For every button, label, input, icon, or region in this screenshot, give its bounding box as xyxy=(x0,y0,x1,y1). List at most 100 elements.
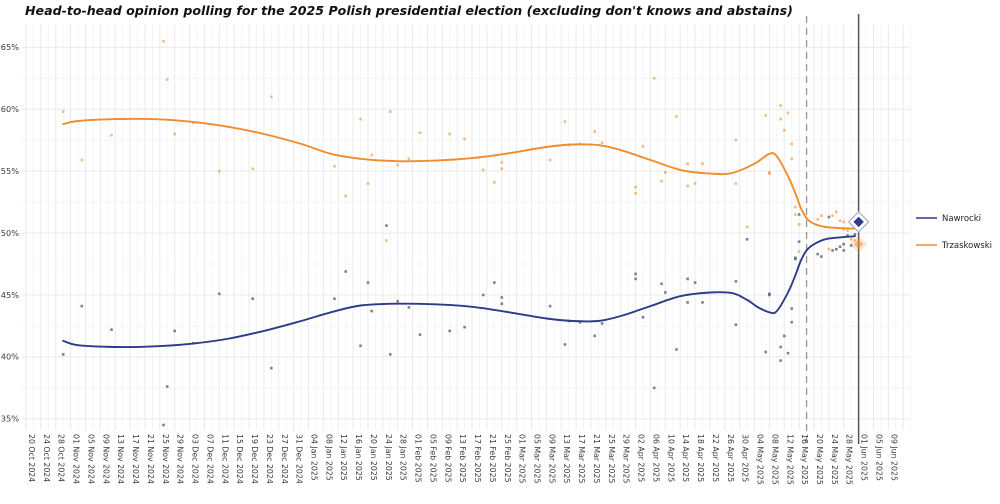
x-tick-label: 25 Nov 2024 xyxy=(161,434,170,484)
poll-point-nawrocki xyxy=(652,386,656,390)
x-tick-label: 04 Jan 2025 xyxy=(310,434,319,481)
y-tick-label: 60% xyxy=(1,104,19,114)
poll-point-trzaskowski xyxy=(563,120,567,123)
poll-point-trzaskowski xyxy=(110,133,113,137)
poll-point-nawrocki xyxy=(370,309,373,313)
result-diamond-trzaskowski xyxy=(853,239,864,250)
x-tick-label: 13 Nov 2024 xyxy=(116,434,125,484)
poll-point-trzaskowski xyxy=(779,104,782,107)
poll-point-nawrocki xyxy=(842,242,845,246)
poll-point-trzaskowski xyxy=(634,185,637,189)
x-tick-label: 05 Nov 2024 xyxy=(87,434,96,484)
x-tick-label: 05 Feb 2025 xyxy=(428,434,437,483)
poll-point-nawrocki xyxy=(764,350,767,354)
poll-point-nawrocki xyxy=(734,280,738,283)
poll-point-trzaskowski xyxy=(797,250,801,253)
poll-point-trzaskowski xyxy=(827,247,831,251)
poll-point-trzaskowski xyxy=(790,157,793,161)
poll-point-nawrocki xyxy=(333,297,336,300)
poll-point-nawrocki xyxy=(783,334,786,338)
x-tick-label: 17 Mar 2025 xyxy=(577,434,586,483)
poll-point-trzaskowski xyxy=(481,168,485,172)
poll-point-nawrocki xyxy=(797,213,801,216)
x-tick-label: 25 Mar 2025 xyxy=(607,434,616,483)
x-tick-label: 22 Apr 2025 xyxy=(711,434,720,482)
x-tick-label: 24 May 2025 xyxy=(830,434,839,485)
poll-point-nawrocki xyxy=(794,256,797,260)
legend-label-trzaskowski: Trzaskowski xyxy=(941,241,992,251)
poll-point-trzaskowski xyxy=(173,132,176,136)
poll-point-trzaskowski xyxy=(270,95,273,99)
poll-point-nawrocki xyxy=(389,353,392,356)
chart-title: Head-to-head opinion polling for the 202… xyxy=(25,3,793,18)
poll-point-nawrocki xyxy=(779,345,782,349)
x-tick-label: 25 Feb 2025 xyxy=(503,434,512,483)
x-tick-label: 08 May 2025 xyxy=(770,434,779,485)
poll-point-trzaskowski xyxy=(846,229,849,232)
x-tick-label: 21 Mar 2025 xyxy=(592,434,601,483)
poll-point-trzaskowski xyxy=(370,153,373,157)
x-tick-label: 14 Apr 2025 xyxy=(681,434,690,482)
poll-point-trzaskowski xyxy=(794,213,797,216)
poll-point-nawrocki xyxy=(110,328,113,331)
x-tick-label: 16 Jan 2025 xyxy=(354,434,363,481)
x-tick-label: 08 Jan 2025 xyxy=(324,434,333,481)
poll-point-trzaskowski xyxy=(842,220,845,224)
x-tick-label: 03 Dec 2024 xyxy=(191,434,200,484)
poll-point-nawrocki xyxy=(790,320,793,324)
trend-line-nawrocki xyxy=(62,235,856,349)
poll-point-nawrocki xyxy=(846,234,849,237)
x-tick-label: 15 Dec 2024 xyxy=(235,434,244,484)
poll-point-nawrocki xyxy=(344,270,347,273)
poll-point-trzaskowski xyxy=(849,238,853,241)
poll-point-trzaskowski xyxy=(359,117,362,121)
poll-point-trzaskowski xyxy=(652,77,656,80)
poll-point-trzaskowski xyxy=(734,182,738,185)
poll-point-trzaskowski xyxy=(448,132,451,136)
poll-point-trzaskowski xyxy=(634,192,637,195)
x-tick-label: 06 Apr 2025 xyxy=(652,434,661,482)
poll-point-nawrocki xyxy=(745,238,749,241)
poll-point-nawrocki xyxy=(218,292,221,296)
x-tick-label: 24 Oct 2024 xyxy=(42,434,51,482)
poll-point-trzaskowski xyxy=(593,130,596,133)
poll-point-nawrocki xyxy=(173,329,176,333)
x-tick-label: 09 Feb 2025 xyxy=(443,434,452,483)
poll-point-trzaskowski xyxy=(686,184,689,188)
x-tick-label: 09 Mar 2025 xyxy=(547,434,556,483)
y-tick-label: 55% xyxy=(1,166,19,176)
poll-point-nawrocki xyxy=(548,304,552,308)
x-tick-label: 02 Apr 2025 xyxy=(637,434,646,482)
x-tick-label: 24 Jan 2025 xyxy=(384,434,393,481)
poll-point-nawrocki xyxy=(835,247,838,251)
x-tick-label: 07 Dec 2024 xyxy=(205,434,214,484)
x-tick-label: 12 Jan 2025 xyxy=(339,434,348,481)
poll-point-nawrocki xyxy=(701,301,704,304)
poll-point-trzaskowski xyxy=(853,239,857,242)
poll-point-trzaskowski xyxy=(165,78,169,81)
x-tick-label: 29 Nov 2024 xyxy=(176,434,185,484)
poll-point-nawrocki xyxy=(162,423,165,427)
x-tick-label: 05 Jun 2025 xyxy=(875,434,884,481)
x-tick-label: 28 May 2025 xyxy=(845,434,854,485)
poll-point-nawrocki xyxy=(816,252,819,256)
poll-point-trzaskowski xyxy=(80,158,84,162)
poll-point-nawrocki xyxy=(820,255,823,258)
poll-point-trzaskowski xyxy=(745,225,749,229)
x-tick-label: 04 May 2025 xyxy=(756,434,765,485)
poll-point-trzaskowski xyxy=(493,181,496,184)
poll-point-trzaskowski xyxy=(764,114,767,117)
x-tick-label: 29 Mar 2025 xyxy=(622,434,631,483)
poll-point-nawrocki xyxy=(838,245,842,248)
poll-point-trzaskowski xyxy=(333,164,336,168)
poll-point-trzaskowski xyxy=(61,110,65,113)
x-tick-label: 26 Apr 2025 xyxy=(726,434,735,482)
poll-point-trzaskowski xyxy=(418,131,422,134)
x-tick-label: 11 Dec 2024 xyxy=(220,434,229,484)
poll-point-nawrocki xyxy=(686,277,689,281)
poll-point-nawrocki xyxy=(165,385,169,388)
poll-point-nawrocki xyxy=(600,322,604,325)
poll-point-trzaskowski xyxy=(838,219,842,222)
